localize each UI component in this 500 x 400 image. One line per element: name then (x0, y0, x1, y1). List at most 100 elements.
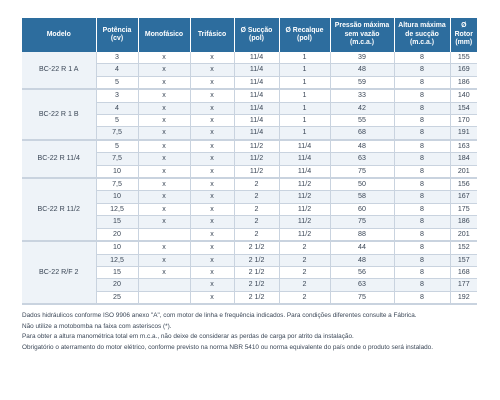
footnote: Dados hidráulicos conforme ISO 9906 anex… (22, 312, 417, 320)
table-cell: 11/4 (279, 165, 331, 180)
table-cell: 8 (394, 215, 451, 229)
table-cell: 1 (279, 52, 331, 65)
table-row: BC-22 R 11/4 5 x x 11/2 11/4 48 8 163 (22, 139, 477, 180)
table-cell: x (190, 190, 235, 204)
footnote: Obrigatório o aterramento do motor elétr… (22, 343, 434, 351)
table-cell: x (138, 89, 191, 103)
table-cell: 56 (330, 266, 395, 280)
table-cell: 75 (330, 215, 395, 229)
table-cell: x (190, 215, 235, 229)
table-cell: 8 (394, 126, 451, 141)
table-cell: x (138, 76, 191, 91)
table-cell: x (138, 126, 191, 141)
table-cell: 10 (96, 165, 139, 180)
table-row: 10 x x 11/2 11/4 75 8 201 (22, 165, 477, 180)
table-cell: 44 (330, 241, 395, 255)
table-cell: 8 (394, 178, 451, 192)
table-cell: 11/4 (234, 89, 280, 103)
table-cell (138, 291, 191, 306)
table-cell: 155 (450, 52, 477, 65)
table-cell: 201 (450, 228, 477, 243)
table-cell: 157 (450, 254, 477, 267)
table-cell: x (138, 215, 191, 229)
table-cell: 168 (450, 266, 477, 280)
table-cell: 186 (450, 76, 477, 91)
table-cell: 2 1/2 (234, 266, 280, 280)
col-header-trifasico: Trifásico (190, 18, 235, 52)
table-cell (138, 278, 191, 292)
table-cell: 8 (394, 165, 451, 180)
table-cell: 8 (394, 291, 451, 306)
footnote: Não utilize a motobomba na faixa com ast… (22, 322, 172, 330)
table-cell: 2 1/2 (234, 278, 280, 292)
table-cell: x (138, 241, 191, 255)
table-cell: 48 (330, 63, 395, 77)
table-cell: 11/2 (279, 203, 331, 217)
table-cell: x (190, 203, 235, 217)
table-cell: 5 (96, 114, 139, 128)
table-cell: 163 (450, 139, 477, 154)
model-cell: BC-22 R/F 2 (22, 241, 97, 306)
table-cell: 2 (234, 190, 280, 204)
table-cell: x (190, 52, 235, 65)
table-cell: 2 1/2 (234, 291, 280, 306)
table-cell: 8 (394, 152, 451, 166)
table-cell: 4 (96, 63, 139, 77)
table-cell: 8 (394, 266, 451, 280)
table-cell: x (190, 241, 235, 255)
table-row: 20 x 2 1/2 2 63 8 177 (22, 278, 477, 292)
table-cell: 5 (96, 76, 139, 91)
table-cell: x (138, 165, 191, 180)
table-cell: x (138, 266, 191, 280)
table-cell: x (190, 76, 235, 91)
table-row: 10 x x 2 11/2 58 8 167 (22, 190, 477, 204)
table-cell: 25 (96, 291, 139, 306)
table-cell: 11/4 (234, 52, 280, 65)
table-row: BC-22 R 11/2 7,5 x x 2 11/2 50 8 156 (22, 178, 477, 243)
col-header-modelo: Modelo (22, 18, 97, 52)
table-cell: x (190, 228, 235, 243)
col-header-potencia: Potência (cv) (96, 18, 139, 52)
table-cell: x (190, 165, 235, 180)
table-cell: 7,5 (96, 126, 139, 141)
table-cell: x (190, 126, 235, 141)
table-body: BC-22 R 1 A 3 x x 11/4 1 39 8 155 4 x x 11/4 1 48 8 169 5… (22, 52, 477, 306)
table-cell: 11/2 (279, 178, 331, 192)
table-cell: x (138, 52, 191, 65)
table-row: 25 x 2 1/2 2 75 8 192 (22, 291, 477, 306)
table-cell: 201 (450, 165, 477, 180)
table-cell: 75 (330, 165, 395, 180)
table-cell: 59 (330, 76, 395, 91)
table-cell: 60 (330, 203, 395, 217)
table-cell: 11/2 (234, 139, 280, 154)
table-cell: 75 (330, 291, 395, 306)
table-cell: 152 (450, 241, 477, 255)
table-cell: 2 (234, 203, 280, 217)
table-cell (138, 228, 191, 243)
model-cell: BC-22 R 1 B (22, 89, 97, 141)
table-cell: x (190, 63, 235, 77)
table-cell: 8 (394, 278, 451, 292)
table-cell: x (190, 278, 235, 292)
col-header-pressao: Pressão máxima sem vazão (m.c.a.) (330, 18, 395, 52)
table-row: 20 x 2 11/2 88 8 201 (22, 228, 477, 243)
table-cell: x (138, 178, 191, 192)
table-cell: 8 (394, 63, 451, 77)
footnotes: Dados hidráulicos conforme ISO 9906 anex… (22, 311, 477, 353)
table-cell: 8 (394, 254, 451, 267)
table-cell: x (190, 178, 235, 192)
table-cell: 11/4 (279, 152, 331, 166)
pump-spec-sheet: Modelo Potência (cv) Monofásico Trifásic… (22, 18, 477, 354)
table-cell: 10 (96, 241, 139, 255)
table-cell: 5 (96, 139, 139, 154)
table-header-row: Modelo Potência (cv) Monofásico Trifásic… (22, 18, 477, 52)
table-cell: 8 (394, 102, 451, 116)
table-cell: x (138, 203, 191, 217)
table-cell: 177 (450, 278, 477, 292)
table-cell: 156 (450, 178, 477, 192)
table-cell: 184 (450, 152, 477, 166)
table-cell: x (138, 139, 191, 154)
table-cell: 167 (450, 190, 477, 204)
model-cell: BC-22 R 11/2 (22, 178, 97, 243)
col-header-succao: Ø Sucção (pol) (234, 18, 280, 52)
